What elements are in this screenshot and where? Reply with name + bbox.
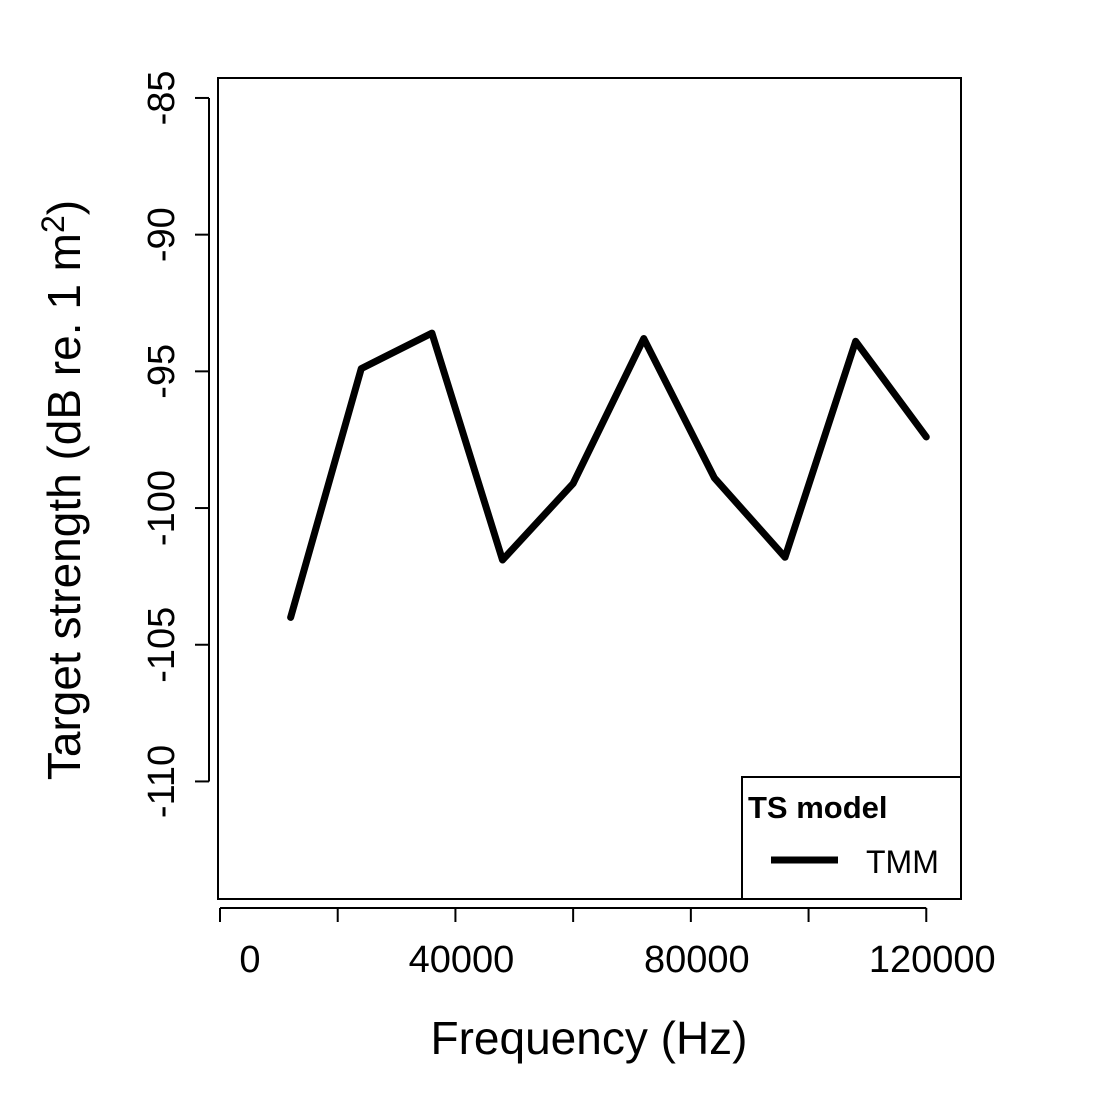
y-tick-label: -100	[141, 470, 183, 546]
x-tick-label: 120000	[869, 939, 996, 981]
y-tick-label: -105	[141, 607, 183, 683]
legend-title: TS model	[748, 790, 888, 825]
y-axis: -85 -90 -95 -100 -105 -110	[141, 70, 210, 818]
x-tick-label: 0	[239, 939, 260, 981]
series-line-tmm	[287, 329, 930, 621]
y-axis-title-main: Target strength (dB re. 1 m	[38, 233, 90, 780]
y-tick-label: -90	[141, 207, 183, 262]
x-tick-label: 80000	[644, 939, 750, 981]
y-tick-label: -110	[141, 745, 183, 818]
series-layer	[287, 329, 930, 621]
y-axis-title: Target strength (dB re. 1 m2)	[35, 200, 90, 780]
x-tick-label: 40000	[409, 939, 515, 981]
legend: TS model TMM	[741, 776, 962, 900]
plot-frame	[217, 77, 962, 900]
y-axis-title-close: )	[38, 200, 90, 215]
legend-label-tmm: TMM	[866, 844, 939, 880]
x-axis: 0 40000 80000 120000	[219, 907, 996, 981]
legend-box	[741, 776, 962, 900]
y-tick-label: -95	[141, 344, 183, 399]
y-tick-label: -85	[141, 70, 183, 125]
x-axis-title: Frequency (Hz)	[431, 1012, 748, 1064]
y-axis-title-superscript: 2	[35, 215, 71, 233]
